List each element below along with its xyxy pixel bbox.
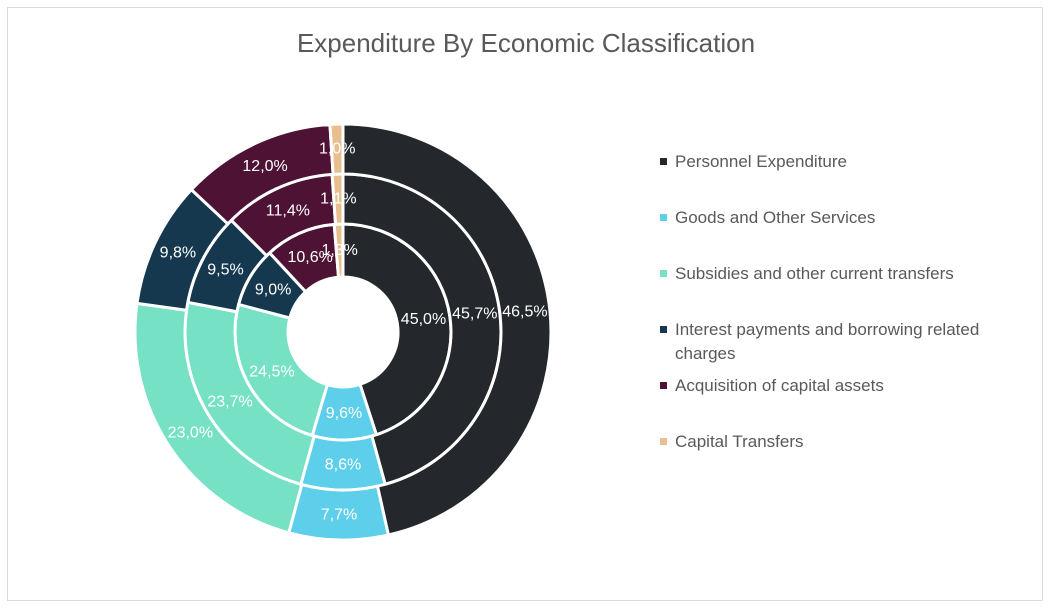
data-label-ring3-subsidies-and-other-current-transfers: 23,0%: [168, 424, 213, 441]
legend-item-acquisition-of-capital-assets: Acquisition of capital assets: [660, 374, 1040, 398]
legend-item-capital-transfers: Capital Transfers: [660, 430, 1040, 454]
legend-item-goods-and-other-services: Goods and Other Services: [660, 206, 1040, 230]
slice-ring3-capital-transfers: [328, 122, 345, 176]
data-label-ring2-interest-payments-and-borrowing-related-charges: 9,5%: [207, 261, 243, 278]
data-label-ring2-acquisition-of-capital-assets: 11,4%: [266, 202, 310, 219]
legend-swatch: [660, 438, 667, 445]
legend-label: Acquisition of capital assets: [675, 376, 884, 395]
data-label-ring3-personnel-expenditure: 46,5%: [502, 303, 547, 320]
data-label-ring1-personnel-expenditure: 45,0%: [401, 311, 446, 328]
legend-item-subsidies-and-other-current-transfers: Subsidies and other current transfers: [660, 262, 1040, 286]
data-label-ring1-goods-and-other-services: 9,6%: [326, 405, 362, 422]
legend-swatch: [660, 382, 667, 389]
data-label-ring3-goods-and-other-services: 7,7%: [321, 506, 357, 523]
legend-label: Subsidies and other current transfers: [675, 264, 954, 283]
legend-item-interest-payments-and-borrowing-related-charges: Interest payments and borrowing related …: [660, 318, 1040, 366]
legend-swatch: [660, 270, 667, 277]
data-label-ring1-acquisition-of-capital-assets: 10,6%: [287, 249, 332, 266]
legend-swatch: [660, 214, 667, 221]
legend-label: Personnel Expenditure: [675, 152, 848, 171]
slice-ring3-personnel-expenditure: [341, 122, 553, 537]
legend-label: Interest payments and borrowing related …: [675, 320, 980, 363]
data-label-ring1-interest-payments-and-borrowing-related-charges: 9,0%: [255, 282, 291, 299]
data-label-ring2-personnel-expenditure: 45,7%: [452, 306, 497, 323]
legend-swatch: [660, 158, 667, 165]
chart-title: Expenditure By Economic Classification: [296, 28, 756, 58]
data-label-ring3-capital-transfers: 1,0%: [319, 141, 355, 158]
data-label-ring3-acquisition-of-capital-assets: 12,0%: [242, 158, 287, 175]
slices-layer: [133, 122, 553, 542]
data-label-ring2-subsidies-and-other-current-transfers: 23,7%: [207, 394, 252, 411]
data-label-ring2-capital-transfers: 1,1%: [320, 191, 356, 208]
data-label-ring3-interest-payments-and-borrowing-related-charges: 9,8%: [160, 245, 196, 262]
data-label-ring1-subsidies-and-other-current-transfers: 24,5%: [249, 363, 294, 380]
legend-item-personnel-expenditure: Personnel Expenditure: [660, 150, 1040, 174]
labels-layer: 45,0% 9,6% 24,5% 9,0% 10,6%1,3% 45,7% 8,6% 23,7…: [160, 141, 548, 524]
legend-label: Capital Transfers: [675, 432, 804, 451]
legend-swatch: [660, 326, 667, 333]
data-label-ring2-goods-and-other-services: 8,6%: [325, 457, 361, 474]
legend-label: Goods and Other Services: [675, 208, 876, 227]
data-label-ring1-capital-transfers: 1,3%: [321, 242, 357, 259]
